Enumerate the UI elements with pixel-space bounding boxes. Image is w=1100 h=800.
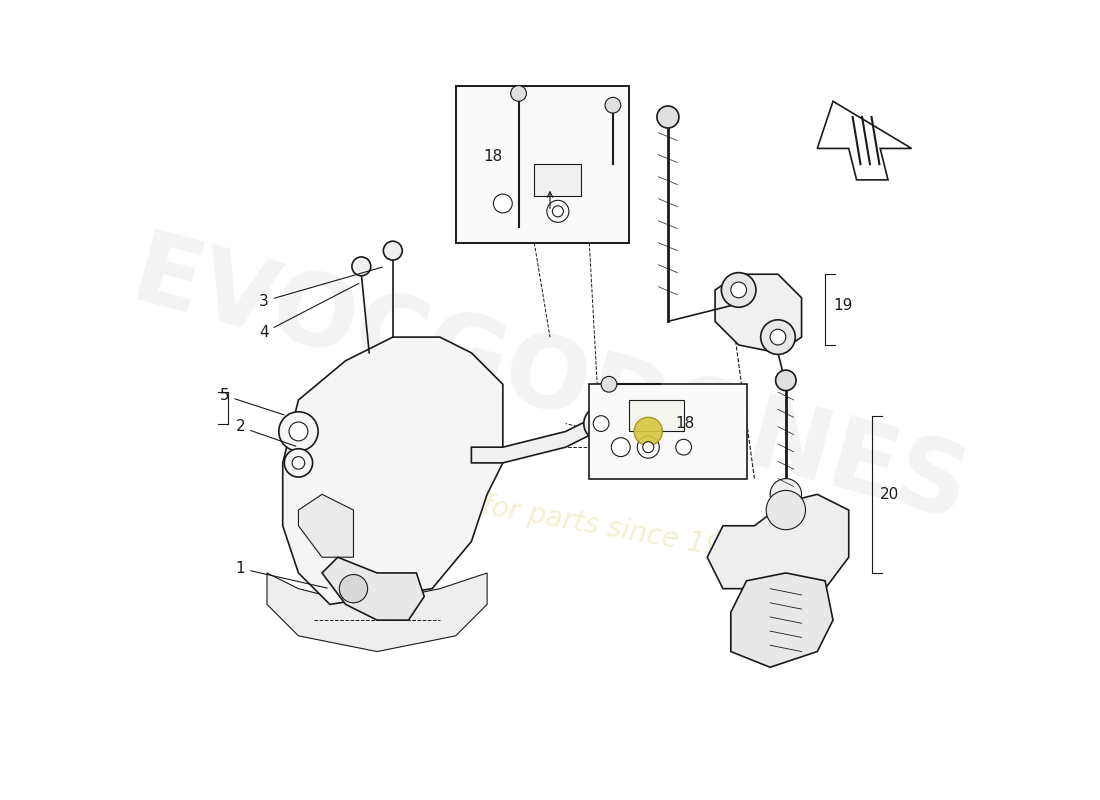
Polygon shape	[715, 274, 802, 353]
Circle shape	[657, 106, 679, 128]
Circle shape	[722, 273, 756, 307]
Text: 20: 20	[880, 487, 900, 502]
Polygon shape	[707, 494, 849, 589]
Polygon shape	[283, 337, 503, 604]
Circle shape	[675, 439, 692, 455]
Circle shape	[601, 377, 617, 392]
Bar	[455, 86, 628, 242]
FancyBboxPatch shape	[628, 400, 683, 431]
Circle shape	[593, 416, 609, 431]
Circle shape	[637, 436, 659, 458]
Text: 18: 18	[675, 416, 695, 431]
Circle shape	[352, 257, 371, 276]
Text: EVOCGODONES: EVOCGODONES	[121, 226, 979, 542]
Bar	[590, 384, 747, 478]
Circle shape	[494, 194, 513, 213]
Circle shape	[584, 406, 618, 441]
Polygon shape	[267, 573, 487, 651]
Circle shape	[510, 86, 527, 102]
Circle shape	[605, 98, 620, 113]
Text: a passion for parts since 1985: a passion for parts since 1985	[341, 468, 759, 568]
Text: 2: 2	[235, 419, 296, 446]
Circle shape	[293, 457, 305, 469]
Polygon shape	[298, 494, 353, 558]
Text: 19: 19	[833, 298, 853, 313]
Circle shape	[284, 449, 312, 477]
Circle shape	[339, 574, 367, 603]
Circle shape	[770, 478, 802, 510]
Text: 3: 3	[260, 267, 382, 309]
Circle shape	[552, 206, 563, 217]
Circle shape	[547, 200, 569, 222]
FancyBboxPatch shape	[535, 164, 582, 196]
Text: 18: 18	[484, 149, 503, 164]
Circle shape	[761, 320, 795, 354]
Polygon shape	[730, 573, 833, 667]
Polygon shape	[322, 558, 425, 620]
Circle shape	[289, 422, 308, 441]
Circle shape	[278, 412, 318, 451]
Circle shape	[383, 242, 403, 260]
Circle shape	[642, 442, 653, 453]
Circle shape	[730, 282, 747, 298]
Text: 5: 5	[220, 388, 284, 415]
Polygon shape	[817, 102, 912, 180]
Text: 1: 1	[235, 561, 327, 588]
Circle shape	[634, 418, 662, 446]
Circle shape	[767, 490, 805, 530]
Circle shape	[612, 438, 630, 457]
Circle shape	[770, 330, 785, 345]
Text: 4: 4	[260, 283, 359, 340]
Circle shape	[776, 370, 796, 390]
Polygon shape	[472, 416, 597, 463]
